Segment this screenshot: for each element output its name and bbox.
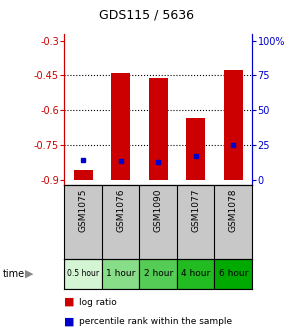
Text: GSM1075: GSM1075 bbox=[79, 188, 88, 232]
Text: GSM1090: GSM1090 bbox=[154, 188, 163, 232]
Bar bbox=[139, 259, 177, 289]
Bar bbox=[177, 259, 214, 289]
Text: GSM1078: GSM1078 bbox=[229, 188, 238, 232]
Text: 0.5 hour: 0.5 hour bbox=[67, 269, 99, 278]
Text: ■: ■ bbox=[64, 297, 75, 307]
Text: ■: ■ bbox=[64, 317, 75, 327]
Bar bbox=[214, 259, 252, 289]
Text: 2 hour: 2 hour bbox=[144, 269, 173, 278]
Text: log ratio: log ratio bbox=[79, 298, 117, 307]
Bar bbox=[149, 78, 168, 180]
Text: GDS115 / 5636: GDS115 / 5636 bbox=[99, 9, 194, 22]
Text: 4 hour: 4 hour bbox=[181, 269, 210, 278]
Text: percentile rank within the sample: percentile rank within the sample bbox=[79, 318, 232, 326]
Bar bbox=[111, 73, 130, 180]
Text: 1 hour: 1 hour bbox=[106, 269, 135, 278]
Text: ▶: ▶ bbox=[25, 269, 34, 279]
Bar bbox=[74, 170, 93, 180]
Bar bbox=[102, 259, 139, 289]
Text: GSM1076: GSM1076 bbox=[116, 188, 125, 232]
Bar bbox=[186, 118, 205, 180]
Bar bbox=[64, 259, 102, 289]
Bar bbox=[224, 70, 243, 180]
Text: 6 hour: 6 hour bbox=[219, 269, 248, 278]
Text: GSM1077: GSM1077 bbox=[191, 188, 200, 232]
Text: time: time bbox=[3, 269, 25, 279]
